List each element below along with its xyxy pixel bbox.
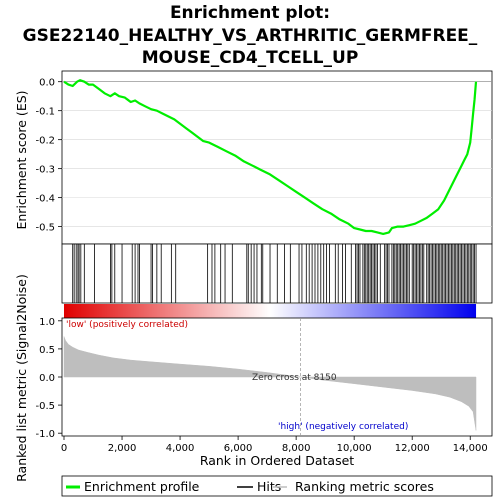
zero-cross-annotation: Zero cross at 8150 — [252, 373, 337, 383]
es-ytick-label: -0.2 — [35, 136, 55, 147]
es-ytick-label: -0.1 — [35, 107, 55, 118]
metric-ytick-label: -0.5 — [35, 401, 55, 412]
ranking-gradient-bar — [64, 304, 477, 318]
metric-y-axis-label: Ranked list metric (Signal2Noise) — [14, 274, 29, 482]
legend-enrichment-label: Enrichment profile — [84, 479, 200, 494]
x-tick-label: 6,000 — [224, 443, 253, 454]
chart-title-line-3: MOUSE_CD4_TCELL_UP — [142, 48, 359, 68]
metric-ytick-label: 0.0 — [39, 373, 55, 384]
x-tick-label: 4,000 — [166, 443, 195, 454]
chart-title-line-1: Enrichment plot: — [170, 3, 330, 23]
es-ytick-label: 0.0 — [39, 78, 55, 89]
x-tick-label: 12,000 — [395, 443, 430, 454]
legend-metric-label: Ranking metric scores — [295, 479, 434, 494]
chart-title-line-2: GSE22140_HEALTHY_VS_ARTHRITIC_GERMFREE_ — [23, 26, 478, 46]
metric-ytick-label: 0.5 — [39, 345, 55, 356]
enrichment-profile-line — [63, 79, 478, 235]
x-tick-label: 0 — [61, 443, 67, 454]
metric-ytick-label: -1.0 — [35, 429, 55, 440]
x-tick-label: 10,000 — [337, 443, 372, 454]
es-y-axis-label: Enrichment score (ES) — [14, 90, 29, 229]
x-tick-label: 2,000 — [108, 443, 137, 454]
low-annotation: 'low' (positively correlated) — [66, 320, 188, 330]
x-tick-label: 8,000 — [282, 443, 311, 454]
x-tick-label: 14,000 — [453, 443, 488, 454]
legend-box — [61, 475, 493, 497]
es-ytick-label: -0.4 — [35, 194, 55, 205]
metric-ytick-label: 1.0 — [39, 317, 55, 328]
high-annotation: 'high' (negatively correlated) — [278, 422, 408, 432]
x-axis-label: Rank in Ordered Dataset — [200, 453, 354, 468]
es-ytick-label: -0.3 — [35, 165, 55, 176]
es-ytick-label: -0.5 — [35, 223, 55, 234]
ranking-metric-area — [63, 336, 477, 431]
legend-hits-label: Hits — [257, 479, 281, 494]
